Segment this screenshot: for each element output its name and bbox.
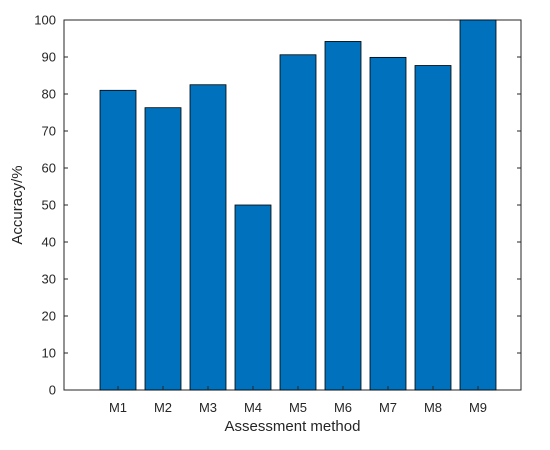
bar-m2 xyxy=(144,107,182,391)
y-tick-label: 20 xyxy=(42,309,56,324)
y-tick-label: 60 xyxy=(42,161,56,176)
x-tick-label: M2 xyxy=(154,400,172,415)
bar-m1 xyxy=(99,89,137,391)
x-tick-label: M6 xyxy=(334,400,352,415)
y-axis-title: Accuracy/% xyxy=(9,165,26,244)
y-tick-label: 0 xyxy=(49,383,56,398)
x-tick-label: M7 xyxy=(379,400,397,415)
bar-m9 xyxy=(459,19,497,391)
y-tick-label: 30 xyxy=(42,272,56,287)
y-tick-label: 90 xyxy=(42,50,56,65)
bars-group xyxy=(99,19,497,391)
x-tick-label: M4 xyxy=(244,400,262,415)
x-tick-label: M5 xyxy=(289,400,307,415)
bar-m4 xyxy=(234,204,272,391)
y-tick-label: 50 xyxy=(42,198,56,213)
bar-m8 xyxy=(414,65,452,391)
bar-m5 xyxy=(279,54,317,391)
bar-m6 xyxy=(324,41,362,391)
x-tick-label: M9 xyxy=(469,400,487,415)
y-tick-label: 10 xyxy=(42,346,56,361)
y-tick-label: 70 xyxy=(42,124,56,139)
y-tick-label: 40 xyxy=(42,235,56,250)
y-tick-label: 80 xyxy=(42,87,56,102)
x-axis-title: Assessment method xyxy=(225,418,361,435)
y-tick-label: 100 xyxy=(34,13,56,28)
x-axis-ticks: M1 M2 M3 M4 M5 M6 M7 M8 M9 xyxy=(109,386,487,415)
y-axis-ticks: 0 10 20 30 40 50 60 70 80 90 100 xyxy=(34,13,521,398)
x-tick-label: M8 xyxy=(424,400,442,415)
bar-m7 xyxy=(369,56,407,391)
bar-m3 xyxy=(189,84,227,391)
x-tick-label: M3 xyxy=(199,400,217,415)
x-tick-label: M1 xyxy=(109,400,127,415)
